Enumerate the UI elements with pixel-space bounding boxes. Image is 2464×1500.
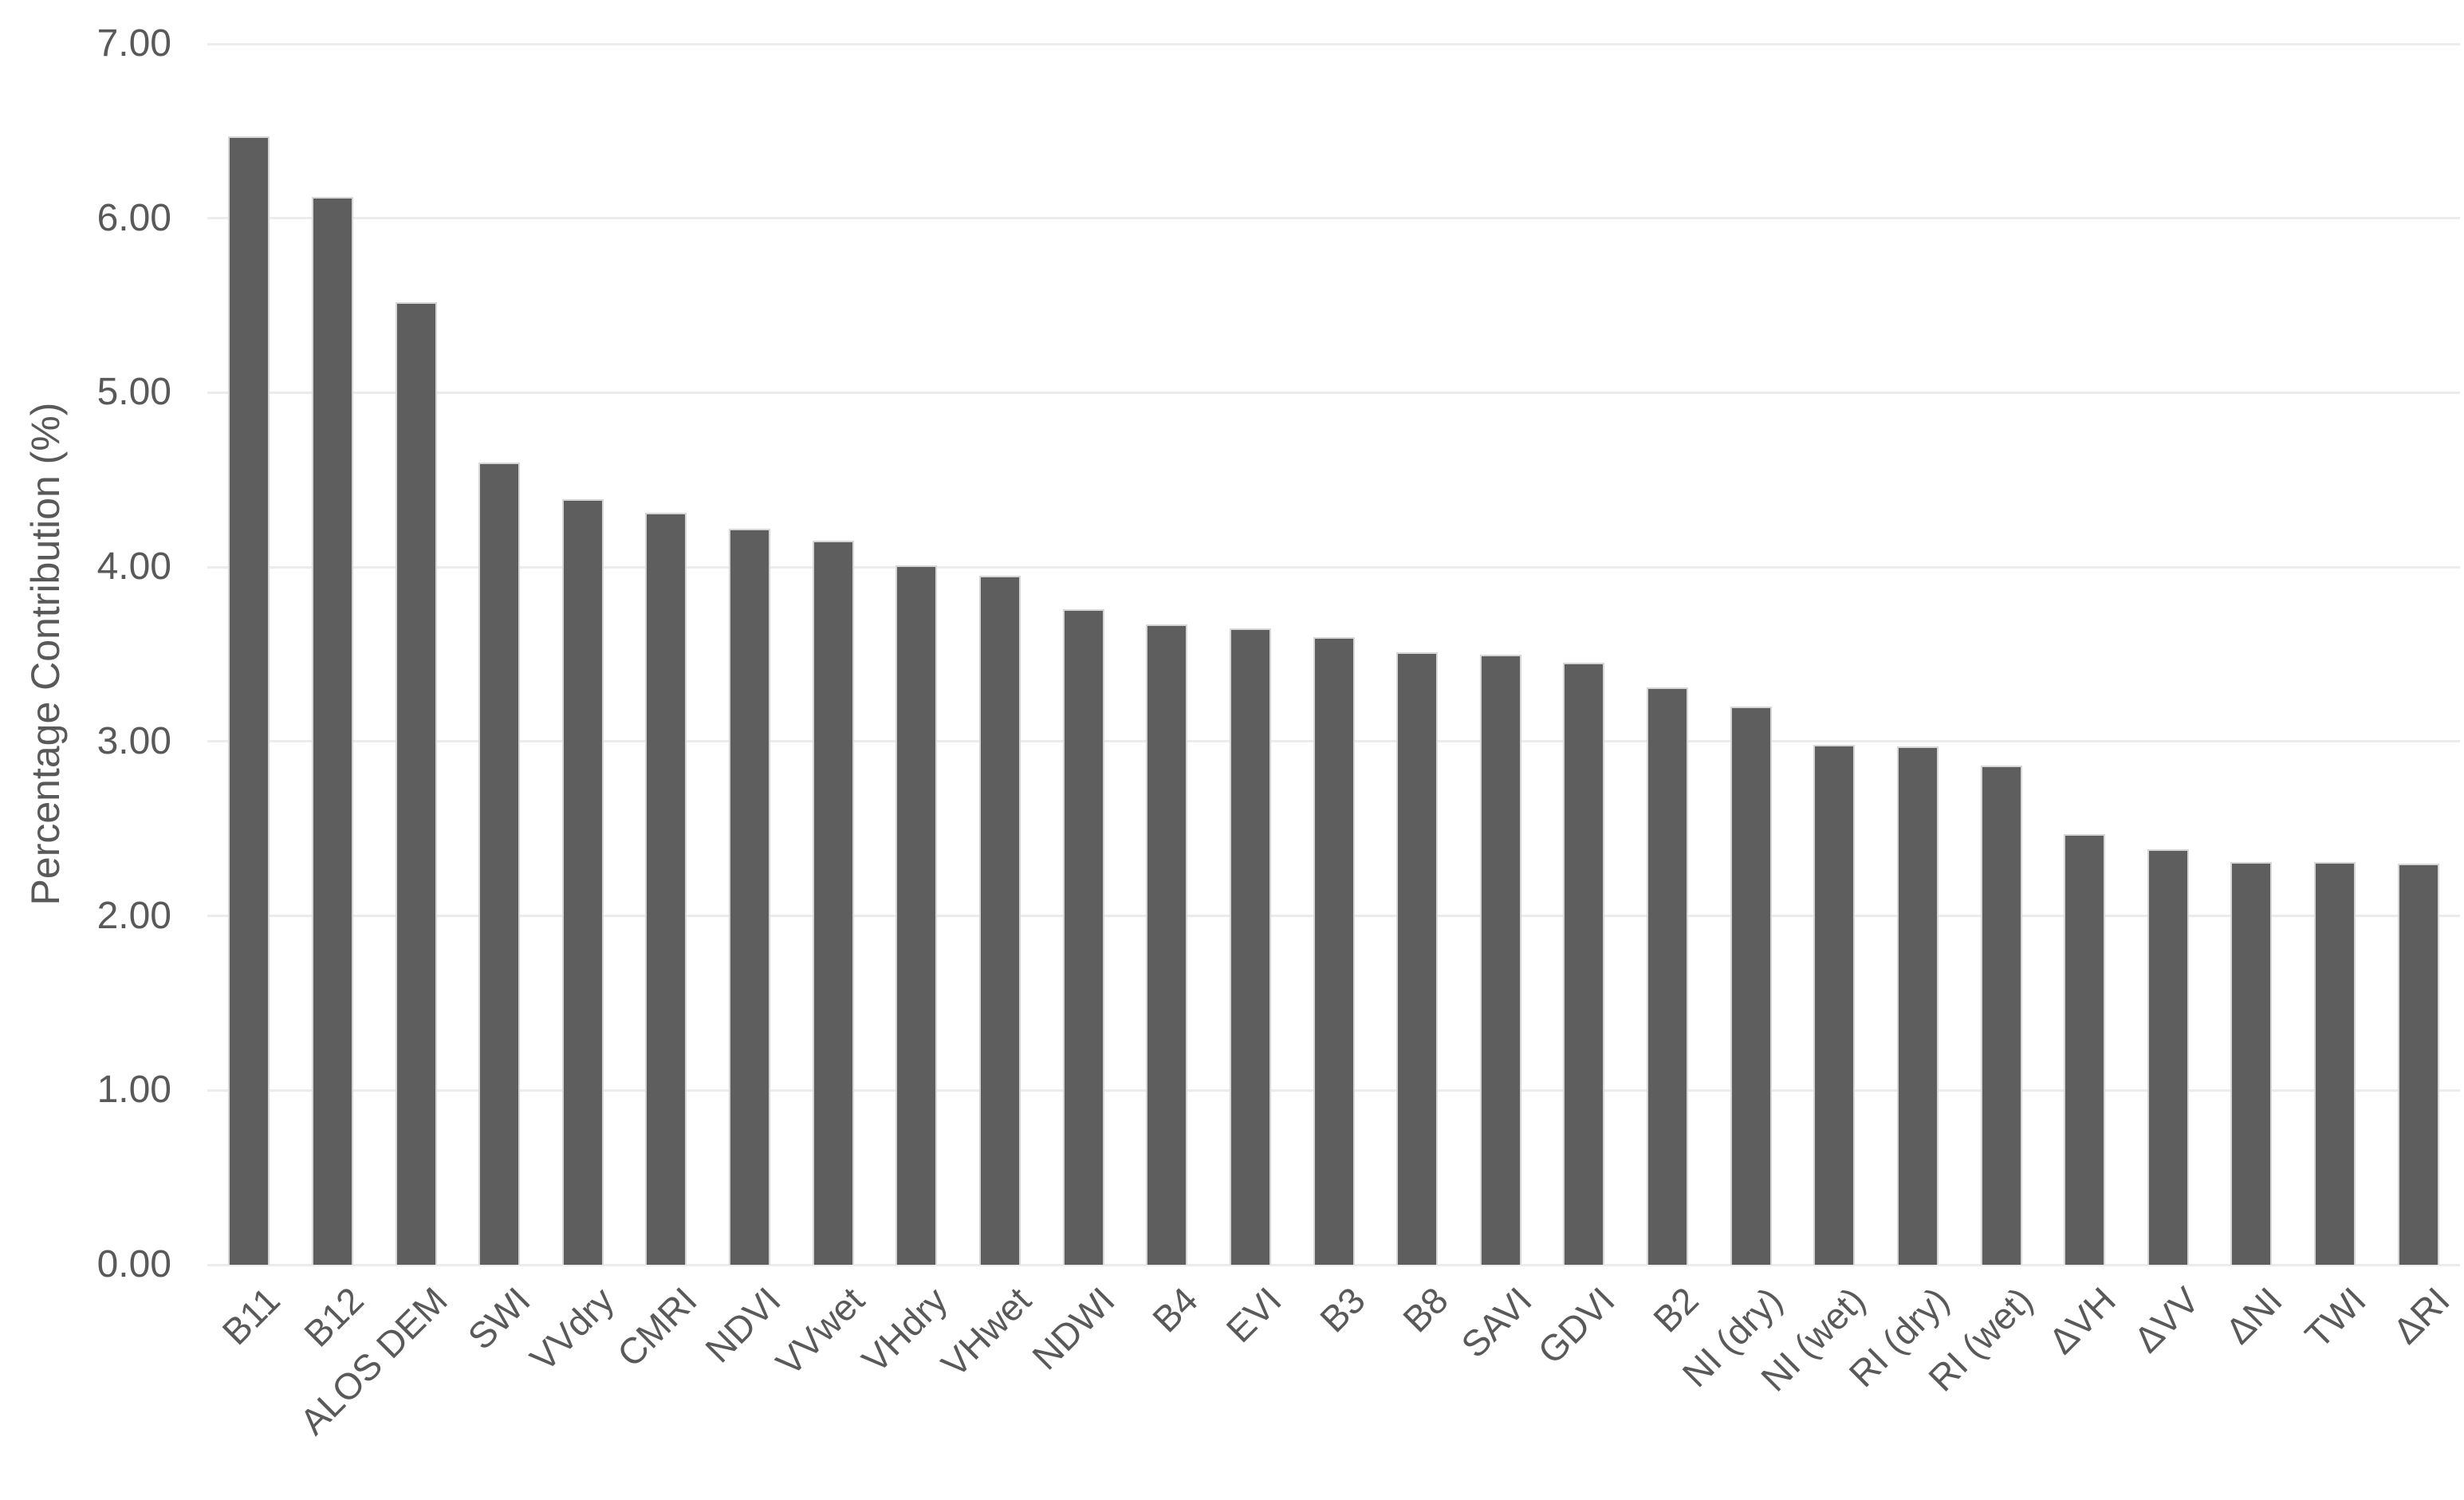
y-tick-label: 7.00 <box>96 22 171 65</box>
bar-VHdry <box>895 565 938 1265</box>
bar-ΔVH <box>2064 833 2106 1265</box>
gridline <box>207 217 2460 220</box>
y-tick-label: 2.00 <box>96 894 171 937</box>
bar-GDVI <box>1563 663 1605 1265</box>
y-tick-label: 5.00 <box>96 371 171 414</box>
bar-ΔVV <box>2147 849 2189 1265</box>
bar-B12 <box>311 197 353 1265</box>
bar-B3 <box>1313 636 1355 1265</box>
bar-CMRI <box>645 513 687 1265</box>
y-tick-label: 6.00 <box>96 196 171 239</box>
y-tick-label: 1.00 <box>96 1069 171 1112</box>
gridline <box>207 565 2460 569</box>
bar-ALOS DEM <box>395 301 437 1265</box>
bar-ΔRI <box>2397 863 2439 1265</box>
bar-EVI <box>1229 628 1271 1265</box>
bar-VVwet <box>812 541 854 1265</box>
bar-B4 <box>1146 624 1188 1265</box>
gridline <box>207 391 2460 394</box>
x-axis-baseline <box>207 1263 2460 1266</box>
bar-SWI <box>478 462 521 1265</box>
bar-ΔNI <box>2230 861 2273 1265</box>
bar-NI (dry) <box>1730 707 1772 1265</box>
gridline <box>207 42 2460 45</box>
bar-RI (wet) <box>1980 766 2022 1265</box>
bar-B8 <box>1396 652 1439 1265</box>
bar-RI (dry) <box>1896 746 1939 1265</box>
bar-SAVI <box>1479 654 1521 1265</box>
y-tick-label: 0.00 <box>96 1243 171 1285</box>
bar-B2 <box>1647 687 1689 1265</box>
bar-NI (wet) <box>1813 745 1856 1265</box>
bar-VHwet <box>978 576 1021 1265</box>
y-tick-label: 3.00 <box>96 719 171 762</box>
bar-VVdry <box>561 498 604 1265</box>
bar-B11 <box>228 136 270 1265</box>
bar-NDVI <box>729 529 771 1265</box>
y-tick-label: 4.00 <box>96 545 171 589</box>
bar-TWI <box>2314 861 2356 1265</box>
bar-NDWI <box>1062 608 1104 1265</box>
